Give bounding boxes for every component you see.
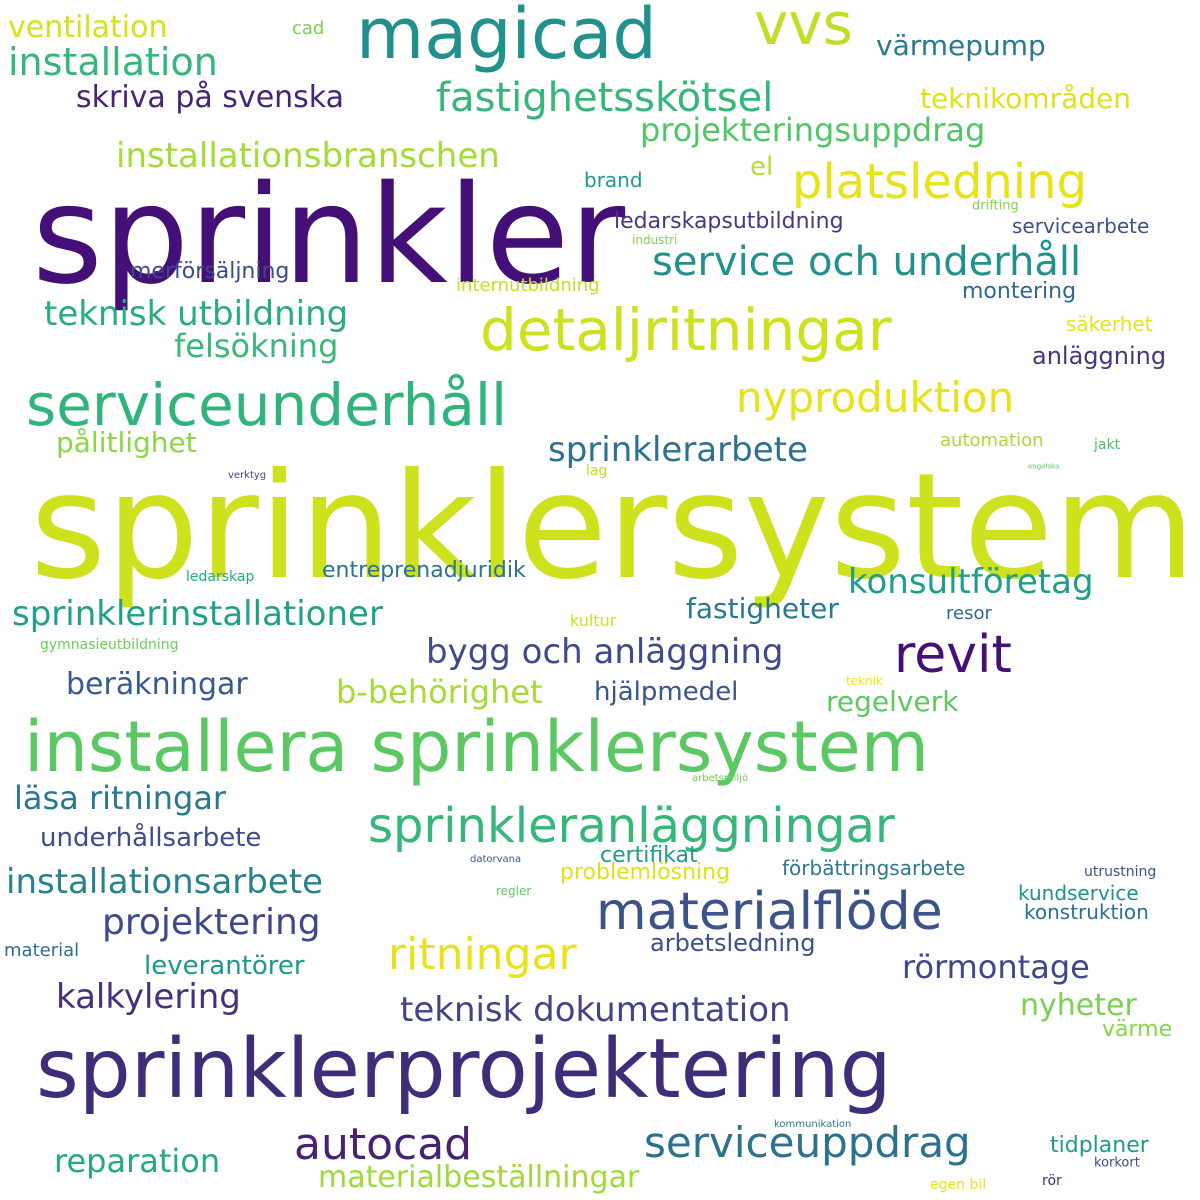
word-installation: installation — [8, 40, 218, 84]
word-palitlighet: pålitlighet — [56, 426, 197, 459]
word-verktyg: verktyg — [228, 470, 267, 481]
word-cad: cad — [292, 18, 325, 39]
word-tidplaner: tidplaner — [1050, 1133, 1149, 1158]
word-sprinklerinstallationer: sprinklerinstallationer — [12, 594, 383, 634]
word-kommunikation: kommunikation — [774, 1119, 852, 1130]
word-teknik: teknik — [846, 674, 883, 688]
word-installationsbranschen: installationsbranschen — [116, 136, 500, 176]
word-ventilation: ventilation — [8, 10, 168, 45]
word-rormontage: rörmontage — [902, 948, 1090, 986]
word-serviceuppdrag: serviceuppdrag — [644, 1118, 971, 1167]
word-merforsaljning: merförsäljning — [130, 259, 290, 284]
word-ror: rör — [1042, 1173, 1062, 1189]
word-fastigheter: fastigheter — [686, 592, 839, 625]
word-arbetsledning: arbetsledning — [650, 929, 816, 957]
word-materialbestallningar: materialbeställningar — [318, 1160, 640, 1195]
word-kalkylering: kalkylering — [56, 977, 241, 1017]
word-anlaggning: anläggning — [1032, 342, 1167, 370]
word-engelska: engelska — [1028, 462, 1060, 471]
word-vvs: vvs — [754, 0, 853, 58]
word-datorvana: datorvana — [470, 854, 522, 865]
word-teknikomraden: teknikområden — [920, 82, 1131, 115]
word-skriva-pa-svenska: skriva på svenska — [76, 80, 345, 115]
word-projekteringsuppdrag: projekteringsuppdrag — [640, 111, 986, 149]
word-industri: industri — [632, 233, 678, 247]
word-regler: regler — [496, 884, 532, 898]
word-magicad: magicad — [356, 0, 657, 75]
word-projektering: projektering — [102, 902, 321, 943]
word-gymnasieutbildning: gymnasieutbildning — [40, 637, 179, 653]
word-korkort: korkort — [1094, 1155, 1140, 1171]
word-jakt: jakt — [1094, 437, 1121, 453]
word-el: el — [750, 152, 774, 182]
word-kultur: kultur — [570, 611, 617, 630]
word-felsokning: felsökning — [174, 327, 339, 365]
word-ledarskapsutbildning: ledarskapsutbildning — [614, 209, 844, 234]
word-lasa-ritningar: läsa ritningar — [14, 779, 227, 817]
word-serviceunderhall: serviceunderhåll — [26, 371, 508, 439]
word-brand: brand — [584, 168, 643, 192]
word-automation: automation — [940, 430, 1044, 451]
word-underhallsarbete: underhållsarbete — [40, 823, 262, 853]
word-problemlosning: problemlösning — [560, 860, 731, 885]
word-kundservice: kundservice — [1018, 881, 1139, 905]
word-service-och-underhall: service och underhåll — [652, 239, 1082, 285]
word-sakerhet: säkerhet — [1066, 312, 1153, 336]
word-konstruktion: konstruktion — [1024, 900, 1149, 924]
word-forbattringsarbete: förbättringsarbete — [782, 856, 966, 880]
word-material: material — [4, 940, 80, 961]
word-internutbildning: internutbildning — [456, 275, 600, 296]
word-reparation: reparation — [54, 1142, 221, 1180]
word-installationsarbete: installationsarbete — [6, 862, 324, 902]
word-egen-bil: egen bil — [930, 1177, 987, 1193]
word-hjalpmedel: hjälpmedel — [594, 677, 739, 707]
word-installera-sprinklersystem: installera sprinklersystem — [24, 706, 929, 788]
word-sprinklerprojektering: sprinklerprojektering — [36, 1022, 892, 1117]
word-detaljritningar: detaljritningar — [480, 296, 892, 364]
word-sprinkleranlaggningar: sprinkleranläggningar — [368, 798, 895, 854]
word-autocad: autocad — [294, 1119, 473, 1170]
word-varmepump: värmepump — [876, 29, 1046, 62]
word-drifting: drifting — [972, 198, 1019, 214]
word-b-behorighet: b-behörighet — [336, 673, 543, 711]
word-arbetsmiljo: arbetsmiljö — [692, 773, 749, 784]
word-nyheter: nyheter — [1020, 988, 1137, 1023]
word-materialflode: materialflöde — [596, 882, 943, 942]
word-regelverk: regelverk — [826, 685, 959, 718]
word-lag: lag — [586, 463, 608, 479]
word-varme: värme — [1102, 1017, 1173, 1042]
word-teknisk-dokumentation: teknisk dokumentation — [400, 990, 791, 1030]
word-teknisk-utbildning: teknisk utbildning — [44, 294, 349, 334]
word-konsultforetag: konsultföretag — [848, 562, 1094, 602]
word-ledarskap: ledarskap — [186, 569, 255, 585]
word-sprinklersystem: sprinklersystem — [30, 441, 1196, 612]
word-certifikat: certifikat — [600, 843, 698, 868]
word-leverantorer: leverantörer — [144, 951, 305, 981]
word-servicearbete: servicearbete — [1012, 214, 1150, 238]
word-platsledning: platsledning — [792, 154, 1088, 210]
word-revit: revit — [894, 625, 1012, 685]
word-utrustning: utrustning — [1084, 864, 1157, 880]
word-montering: montering — [962, 279, 1077, 304]
word-ritningar: ritningar — [388, 929, 577, 980]
word-berakningar: beräkningar — [66, 667, 248, 702]
word-entreprenadjuridik: entreprenadjuridik — [322, 558, 526, 583]
word-nyproduktion: nyproduktion — [736, 373, 1015, 422]
word-fastighetsskotsel: fastighetsskötsel — [436, 75, 774, 121]
word-resor: resor — [946, 603, 992, 624]
word-sprinkler: sprinkler — [32, 157, 626, 315]
word-bygg-och-anlaggning: bygg och anläggning — [426, 632, 784, 672]
word-sprinklerarbete: sprinklerarbete — [548, 430, 808, 470]
